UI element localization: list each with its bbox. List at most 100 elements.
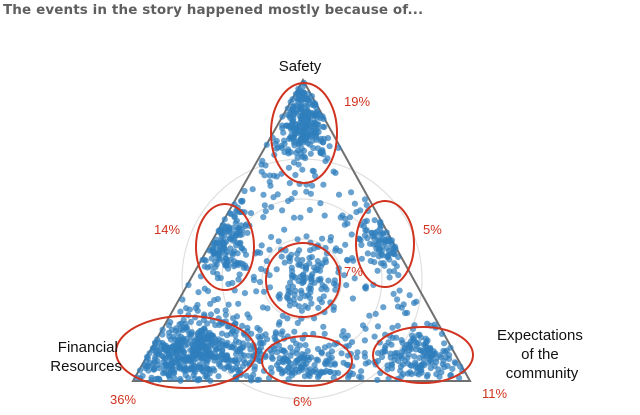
- data-point: [346, 214, 354, 221]
- data-point: [195, 289, 202, 296]
- data-point: [284, 295, 292, 302]
- data-point: [420, 341, 428, 348]
- data-point: [388, 341, 395, 348]
- data-point: [294, 95, 301, 102]
- data-point: [247, 374, 255, 381]
- data-point: [328, 348, 335, 355]
- data-point: [344, 332, 351, 339]
- data-point: [304, 367, 311, 374]
- data-point: [235, 262, 242, 269]
- data-point: [184, 326, 191, 334]
- data-point: [202, 373, 209, 380]
- data-point: [268, 364, 275, 372]
- data-point: [204, 335, 211, 342]
- data-point: [284, 357, 291, 364]
- data-point: [229, 365, 236, 372]
- data-point: [307, 247, 314, 254]
- ellipse-center: [265, 242, 341, 318]
- data-point: [284, 315, 291, 322]
- data-point: [391, 260, 398, 267]
- data-point: [217, 363, 224, 370]
- data-point: [361, 218, 368, 225]
- data-point: [330, 374, 337, 381]
- data-point: [160, 359, 167, 366]
- data-point: [207, 351, 214, 358]
- data-point: [273, 145, 280, 152]
- data-point: [306, 206, 313, 214]
- data-point: [194, 301, 201, 309]
- data-point: [294, 102, 301, 110]
- data-point: [240, 357, 247, 364]
- data-point: [214, 275, 221, 282]
- data-point: [235, 356, 242, 363]
- data-point: [264, 305, 271, 312]
- data-point: [344, 220, 351, 227]
- data-point: [243, 221, 250, 228]
- data-point: [239, 322, 246, 329]
- data-point: [209, 247, 216, 254]
- data-point: [199, 356, 206, 364]
- data-point: [309, 182, 316, 189]
- data-point: [275, 238, 282, 245]
- data-point: [281, 137, 288, 144]
- data-point: [185, 281, 192, 289]
- data-point: [326, 342, 333, 349]
- data-point: [321, 330, 328, 337]
- data-point: [304, 134, 311, 141]
- data-point: [285, 197, 292, 205]
- data-point: [316, 296, 323, 303]
- data-point: [281, 259, 288, 266]
- data-point: [179, 296, 186, 303]
- data-point: [165, 371, 172, 378]
- data-point: [386, 268, 393, 275]
- data-point: [306, 254, 313, 262]
- data-point: [167, 336, 175, 343]
- data-point: [362, 360, 369, 367]
- vertex-label-top: Safety: [279, 58, 322, 75]
- data-point: [294, 236, 301, 243]
- data-point: [182, 365, 189, 372]
- data-point: [160, 341, 168, 348]
- data-point: [343, 361, 351, 368]
- data-point: [280, 347, 287, 354]
- data-point: [154, 375, 161, 382]
- data-point: [303, 95, 310, 102]
- data-point: [211, 367, 218, 374]
- data-point: [357, 237, 364, 244]
- data-point: [351, 200, 358, 207]
- data-point: [227, 256, 234, 263]
- data-point: [348, 189, 355, 196]
- data-point: [277, 366, 284, 373]
- data-point: [356, 373, 363, 380]
- data-point: [400, 301, 407, 308]
- data-point: [262, 162, 269, 169]
- data-point: [312, 172, 319, 180]
- data-point: [179, 326, 186, 334]
- data-point: [346, 372, 353, 379]
- data-point: [370, 251, 377, 258]
- data-point: [313, 356, 320, 363]
- data-point: [406, 292, 413, 299]
- data-point: [298, 363, 305, 370]
- data-point: [303, 233, 310, 240]
- data-point: [373, 241, 380, 248]
- data-point: [241, 247, 248, 254]
- data-point: [307, 289, 314, 296]
- data-point: [222, 255, 229, 262]
- data-point: [336, 247, 343, 255]
- data-point: [213, 346, 220, 353]
- data-point: [199, 327, 206, 334]
- data-point: [145, 363, 152, 370]
- data-point: [196, 320, 203, 327]
- data-point: [310, 368, 317, 375]
- data-point: [452, 360, 459, 367]
- data-point: [411, 353, 418, 360]
- data-point: [380, 304, 387, 311]
- data-point: [191, 375, 198, 382]
- data-point: [307, 150, 314, 157]
- data-point: [266, 172, 273, 179]
- data-point: [443, 347, 450, 354]
- data-point: [196, 376, 203, 383]
- data-point: [245, 352, 252, 359]
- data-point: [286, 135, 293, 142]
